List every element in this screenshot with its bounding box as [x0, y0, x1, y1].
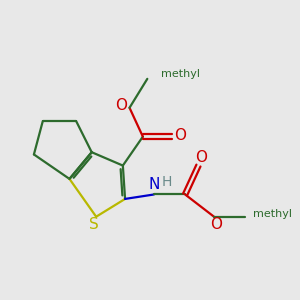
Text: methyl: methyl	[161, 69, 200, 80]
Text: H: H	[161, 175, 172, 189]
Text: S: S	[89, 217, 99, 232]
Text: O: O	[116, 98, 128, 113]
Text: N: N	[148, 177, 160, 192]
Text: methyl: methyl	[253, 209, 292, 220]
Text: O: O	[195, 150, 207, 165]
Text: O: O	[174, 128, 186, 143]
Text: O: O	[210, 217, 222, 232]
